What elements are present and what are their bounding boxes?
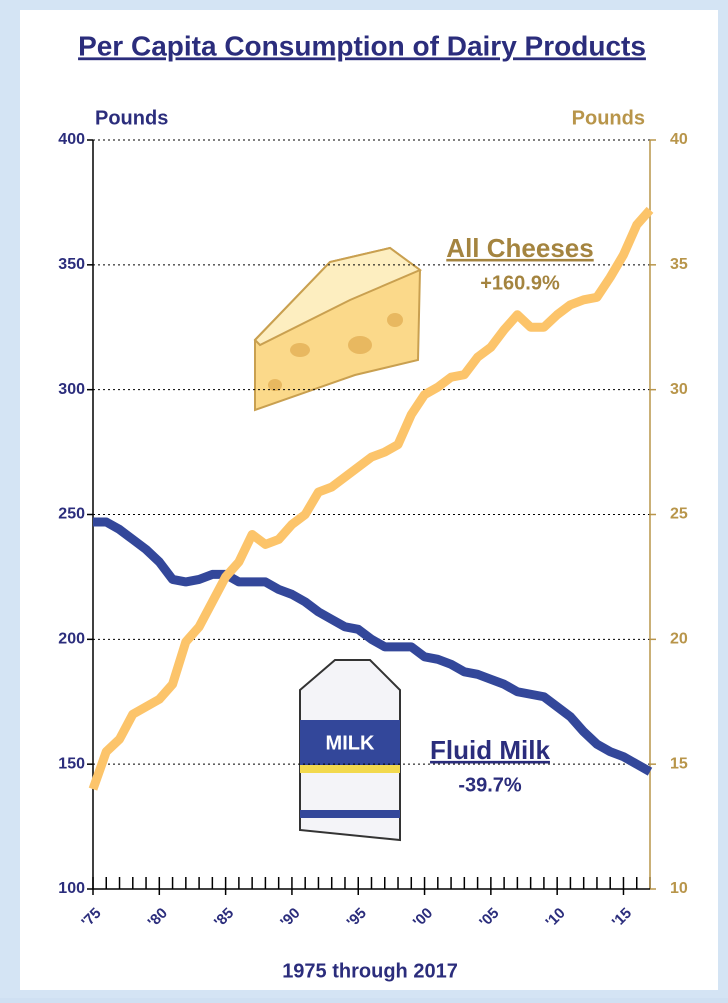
- y2-tick-label: 30: [670, 381, 688, 398]
- y2-tick-label: 15: [670, 755, 688, 772]
- milk-carton-icon: MILK: [299, 659, 401, 842]
- y2-tick-label: 25: [670, 506, 688, 523]
- y-tick-label: 250: [58, 506, 85, 523]
- annotation: All Cheeses: [446, 233, 593, 263]
- y-tick-label: 150: [58, 755, 85, 772]
- carton-label: MILK: [326, 732, 375, 754]
- annotation: -39.7%: [458, 774, 522, 796]
- y2-tick-label: 35: [670, 256, 688, 273]
- annotation: Fluid Milk: [430, 735, 550, 765]
- y-tick-label: 200: [58, 631, 85, 648]
- y-tick-label: 350: [58, 256, 85, 273]
- x-axis-label: 1975 through 2017: [282, 960, 458, 982]
- y2-tick-label: 10: [670, 880, 688, 897]
- y-axis-label: Pounds: [95, 107, 168, 129]
- y2-tick-label: 20: [670, 631, 688, 648]
- panel: [20, 10, 718, 990]
- y-tick-label: 100: [58, 880, 85, 897]
- cheese-icon: [253, 246, 423, 412]
- chart-title: Per Capita Consumption of Dairy Products: [78, 30, 646, 61]
- y-tick-label: 300: [58, 381, 85, 398]
- y-tick-label: 400: [58, 131, 85, 148]
- y2-tick-label: 40: [670, 131, 688, 148]
- line-series: [88, 206, 654, 791]
- annotation: +160.9%: [480, 272, 560, 294]
- y2-axis-label: Pounds: [572, 107, 645, 129]
- line-series: [93, 517, 653, 776]
